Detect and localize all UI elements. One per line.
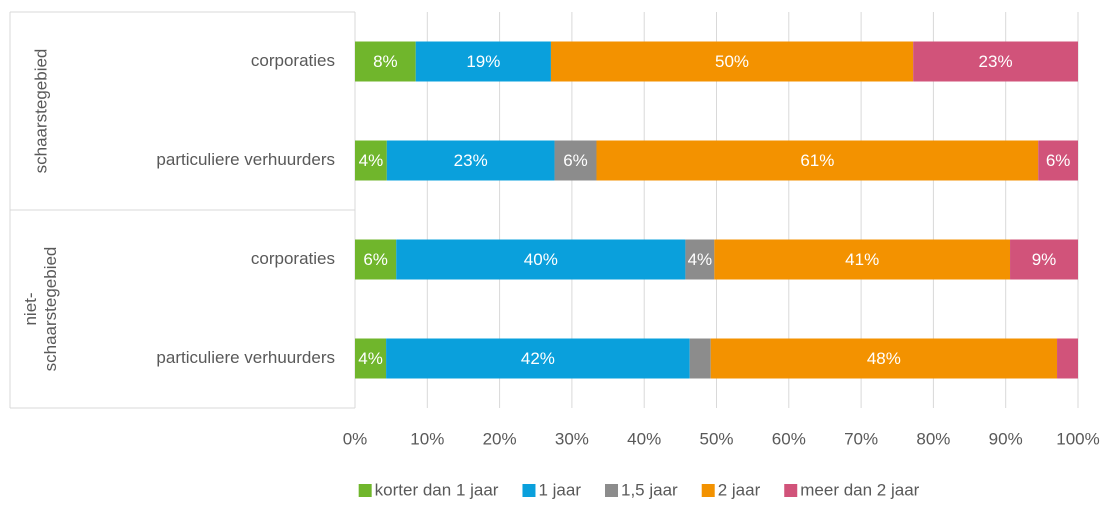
x-tick-label: 30% bbox=[555, 429, 589, 448]
legend-label: 1,5 jaar bbox=[621, 480, 678, 499]
data-label: 23% bbox=[979, 52, 1013, 71]
legend-label: korter dan 1 jaar bbox=[375, 480, 499, 499]
legend-swatch bbox=[784, 484, 798, 497]
y-tick-label: corporaties bbox=[251, 51, 335, 70]
bar-segment bbox=[689, 338, 711, 379]
bar-segment bbox=[355, 41, 416, 82]
data-label: 6% bbox=[1046, 151, 1071, 170]
y-tick-label: particuliere verhuurders bbox=[156, 150, 335, 169]
data-label: 4% bbox=[359, 151, 384, 170]
x-tick-label: 40% bbox=[627, 429, 661, 448]
data-label: 6% bbox=[363, 250, 388, 269]
bar-segment bbox=[386, 338, 690, 379]
x-tick-label: 100% bbox=[1056, 429, 1099, 448]
x-tick-label: 10% bbox=[410, 429, 444, 448]
legend-swatch bbox=[522, 484, 536, 497]
bar-segment bbox=[714, 239, 1011, 280]
y-tick-label: particuliere verhuurders bbox=[156, 348, 335, 367]
bar-segment bbox=[355, 140, 387, 181]
x-tick-label: 80% bbox=[916, 429, 950, 448]
legend-label: 1 jaar bbox=[538, 480, 581, 499]
data-label: 61% bbox=[800, 151, 834, 170]
data-label: 40% bbox=[524, 250, 558, 269]
group-label: niet-schaarstegebied bbox=[21, 247, 60, 372]
bar-segment bbox=[386, 140, 555, 181]
bar-segment bbox=[1038, 140, 1078, 181]
y-tick-label: corporaties bbox=[251, 249, 335, 268]
data-label: 19% bbox=[466, 52, 500, 71]
bar-segment bbox=[396, 239, 686, 280]
bar-segment bbox=[550, 41, 914, 82]
data-label: 4% bbox=[688, 250, 713, 269]
data-label: 9% bbox=[1032, 250, 1057, 269]
data-label: 50% bbox=[715, 52, 749, 71]
bar-segment bbox=[355, 338, 387, 379]
data-label: 48% bbox=[867, 349, 901, 368]
x-tick-label: 70% bbox=[844, 429, 878, 448]
bar-segment bbox=[355, 239, 397, 280]
data-label: 4% bbox=[358, 349, 383, 368]
bar-segment bbox=[554, 140, 597, 181]
x-tick-label: 0% bbox=[343, 429, 368, 448]
bar-segment bbox=[596, 140, 1039, 181]
legend-swatch bbox=[605, 484, 619, 497]
legend: korter dan 1 jaar 1 jaar 1,5 jaar 2 jaar mee… bbox=[358, 480, 920, 499]
bar-segment bbox=[1057, 338, 1078, 379]
data-label: 8% bbox=[373, 52, 398, 71]
bar-segment bbox=[685, 239, 715, 280]
legend-label: meer dan 2 jaar bbox=[800, 480, 919, 499]
x-tick-label: 50% bbox=[699, 429, 733, 448]
data-label: 41% bbox=[845, 250, 879, 269]
legend-swatch bbox=[358, 484, 372, 497]
bar-segment bbox=[415, 41, 551, 82]
x-tick-label: 90% bbox=[989, 429, 1023, 448]
legend-label: 2 jaar bbox=[718, 480, 761, 499]
bar-segment bbox=[710, 338, 1058, 379]
x-tick-label: 60% bbox=[772, 429, 806, 448]
data-label: 6% bbox=[563, 151, 588, 170]
x-tick-label: 20% bbox=[483, 429, 517, 448]
legend-swatch bbox=[701, 484, 715, 497]
group-label: schaarstegebied bbox=[31, 49, 50, 174]
bar-segment bbox=[1010, 239, 1078, 280]
data-label: 42% bbox=[521, 349, 555, 368]
bar-segment bbox=[913, 41, 1078, 82]
data-label: 23% bbox=[454, 151, 488, 170]
